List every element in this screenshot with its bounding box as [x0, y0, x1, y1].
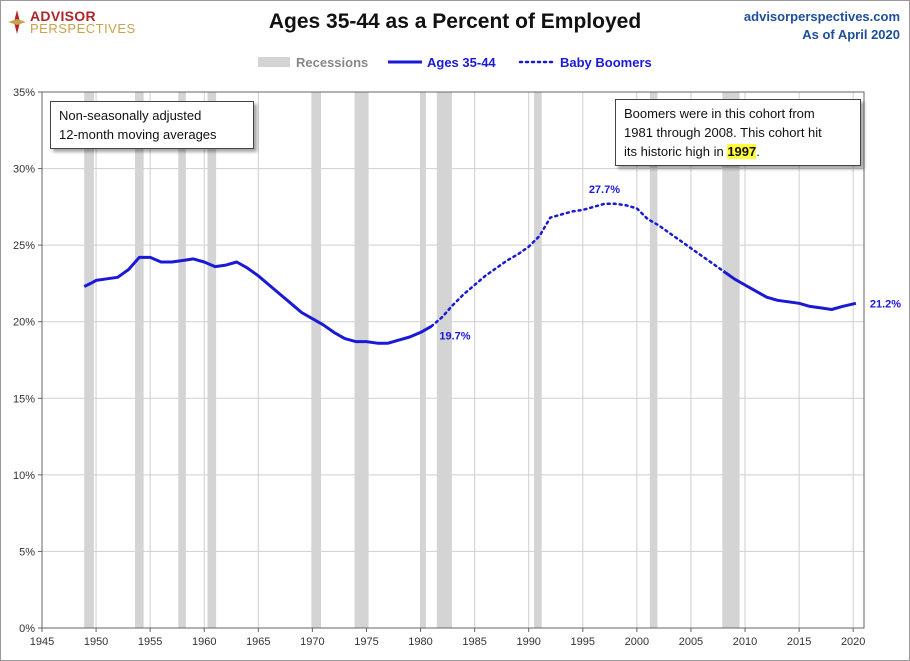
recession-bar — [436, 92, 452, 628]
x-tick-label: 1995 — [571, 636, 595, 648]
x-tick-label: 2020 — [841, 636, 865, 648]
boomers-note-line-3: its historic high in 1997. — [624, 142, 852, 161]
source-block: advisorperspectives.com As of April 2020 — [744, 8, 900, 44]
recession-bar — [534, 92, 542, 628]
x-tick-label: 2010 — [733, 636, 757, 648]
brand-line-1: ADVISOR — [30, 8, 96, 24]
adjustment-note: Non-seasonally adjusted 12-month moving … — [50, 101, 254, 149]
advisor-perspectives-logo: ADVISOR PERSPECTIVES — [8, 8, 138, 38]
x-tick-label: 1990 — [516, 636, 540, 648]
data-label: 19.7% — [439, 330, 470, 342]
y-tick-label: 30% — [13, 164, 35, 176]
chart-title: Ages 35-44 as a Percent of Employed — [268, 10, 642, 33]
y-tick-label: 35% — [13, 87, 35, 99]
y-tick-label: 0% — [19, 623, 35, 635]
data-label: 21.2% — [870, 298, 901, 310]
x-tick-label: 2005 — [679, 636, 703, 648]
adjustment-note-line-2: 12-month moving averages — [59, 127, 217, 142]
boomers-note-line-1: Boomers were in this cohort from — [624, 106, 815, 121]
series-ages-35-44 — [722, 269, 857, 311]
x-tick-label: 2015 — [787, 636, 811, 648]
x-tick-label: 1955 — [138, 636, 162, 648]
data-labels: 19.7% 27.7% 21.2% — [439, 184, 901, 343]
x-tick-label: 1945 — [30, 636, 54, 648]
recession-bar — [354, 92, 369, 628]
gridlines — [42, 91, 864, 628]
x-tick-label: 1980 — [408, 636, 432, 648]
series-baby-boomers — [430, 202, 725, 328]
y-tick-label: 10% — [13, 470, 35, 482]
as-of-date: As of April 2020 — [802, 27, 900, 42]
legend: Recessions Ages 35-44 Baby Boomers — [258, 55, 652, 70]
recession-bars — [84, 92, 740, 628]
boomers-note-suffix: . — [756, 144, 760, 159]
source-site[interactable]: advisorperspectives.com — [743, 9, 900, 24]
boomers-note: Boomers were in this cohort from 1981 th… — [615, 99, 861, 166]
x-tick-label: 1950 — [84, 636, 108, 648]
y-tick-label: 5% — [19, 546, 35, 558]
x-tick-label: 1970 — [300, 636, 324, 648]
recession-bar — [311, 92, 322, 628]
brand-line-2: PERSPECTIVES — [30, 21, 136, 36]
compass-rose-icon — [8, 10, 26, 34]
recession-bar — [649, 92, 658, 628]
axes: 0% 5% 10% 15% 20% 25% 30% 35% 1945 1950 1955 1960 19… — [13, 87, 865, 648]
boomers-note-prefix: its historic high in — [624, 144, 728, 159]
y-tick-label: 20% — [13, 317, 35, 329]
recession-bar — [178, 92, 186, 628]
peak-year-highlight: 1997 — [727, 144, 757, 159]
adjustment-note-line-1: Non-seasonally adjusted — [59, 108, 202, 123]
recession-bar — [207, 92, 217, 628]
y-tick-label: 25% — [13, 240, 35, 252]
series-lines — [83, 202, 857, 345]
legend-label-ages: Ages 35-44 — [427, 55, 496, 70]
x-tick-label: 1975 — [354, 636, 378, 648]
x-tick-label: 2000 — [625, 636, 649, 648]
recession-bar — [135, 92, 144, 628]
series-ages-35-44 — [83, 255, 433, 345]
data-label: 27.7% — [589, 184, 620, 196]
x-tick-label: 1985 — [462, 636, 486, 648]
plot-area-border — [41, 91, 865, 629]
legend-swatch-recessions — [258, 57, 290, 67]
legend-label-recessions: Recessions — [296, 55, 368, 70]
x-tick-label: 1965 — [246, 636, 270, 648]
y-tick-label: 15% — [13, 393, 35, 405]
recession-bar — [722, 92, 740, 628]
recession-bar — [84, 92, 94, 628]
recession-bar — [420, 92, 426, 628]
boomers-note-line-2: 1981 through 2008. This cohort hit — [624, 125, 822, 140]
legend-label-boomers: Baby Boomers — [560, 55, 652, 70]
x-tick-label: 1960 — [192, 636, 216, 648]
